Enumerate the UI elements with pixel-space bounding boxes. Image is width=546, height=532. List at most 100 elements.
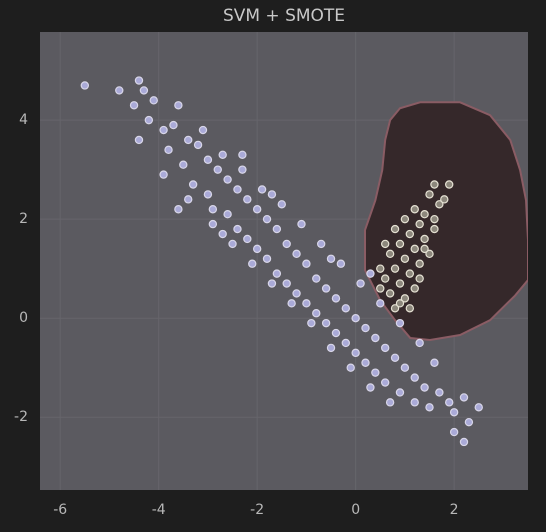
x-tick-label: -4 <box>152 502 166 518</box>
point <box>159 125 168 135</box>
point <box>134 135 144 145</box>
point <box>203 190 213 199</box>
point <box>238 165 247 174</box>
point <box>435 388 444 397</box>
point <box>356 279 365 288</box>
point <box>262 214 272 224</box>
point <box>321 284 331 293</box>
point <box>361 358 370 367</box>
point <box>400 294 410 303</box>
point <box>341 304 351 313</box>
point <box>400 254 410 263</box>
point <box>223 210 232 219</box>
point <box>292 289 301 298</box>
point <box>405 229 415 239</box>
point <box>415 338 424 348</box>
point <box>248 259 257 268</box>
point <box>307 318 316 328</box>
point <box>267 279 277 288</box>
plot-layer <box>40 32 528 490</box>
point <box>395 239 405 249</box>
point <box>302 259 311 268</box>
point <box>351 313 360 323</box>
point <box>464 417 474 427</box>
point <box>400 214 410 224</box>
point <box>233 185 242 194</box>
point <box>395 279 405 288</box>
point <box>415 274 424 283</box>
y-tick-label: 4 <box>19 112 28 128</box>
y-tick-label: 2 <box>19 211 28 227</box>
x-tick-label: 2 <box>450 502 459 518</box>
point <box>435 200 444 209</box>
x-tick-label: 0 <box>351 502 360 518</box>
point <box>346 363 355 372</box>
point <box>282 279 291 288</box>
point <box>390 304 400 313</box>
point <box>144 115 154 125</box>
point <box>410 284 419 293</box>
point <box>312 309 321 318</box>
point <box>331 294 341 303</box>
point <box>238 150 247 159</box>
point <box>361 323 370 333</box>
point <box>277 200 286 209</box>
point <box>474 403 483 412</box>
point <box>115 86 124 95</box>
point <box>159 170 168 179</box>
point <box>420 210 429 219</box>
point <box>380 378 390 387</box>
x-tick-label: -2 <box>250 502 264 518</box>
point <box>198 125 208 135</box>
point <box>430 214 439 224</box>
point <box>208 205 218 214</box>
point <box>188 180 198 189</box>
point <box>366 383 375 392</box>
point <box>179 160 188 169</box>
point <box>164 145 173 155</box>
point <box>390 353 400 362</box>
point <box>213 165 222 174</box>
point <box>390 224 400 234</box>
point <box>243 195 252 204</box>
point <box>376 284 385 293</box>
point <box>380 343 390 353</box>
point <box>129 101 139 110</box>
point <box>400 363 410 372</box>
point <box>193 140 203 150</box>
point <box>208 219 218 229</box>
point <box>336 259 346 268</box>
point <box>445 398 454 407</box>
point <box>321 318 331 328</box>
point <box>376 264 385 273</box>
point <box>134 76 144 85</box>
point <box>395 318 405 328</box>
x-tick-label: -6 <box>53 502 67 518</box>
point <box>390 264 400 273</box>
chart-title: SVM + SMOTE <box>223 6 345 26</box>
point <box>449 427 459 437</box>
point <box>297 219 306 229</box>
point <box>243 234 252 244</box>
point <box>351 348 360 358</box>
point <box>395 299 405 308</box>
point <box>341 338 351 348</box>
point <box>425 190 434 199</box>
point <box>420 383 429 392</box>
point <box>430 358 439 367</box>
point <box>184 135 193 145</box>
point <box>410 205 419 214</box>
point <box>410 244 419 254</box>
point <box>272 269 282 278</box>
point <box>174 205 183 214</box>
point <box>267 190 277 199</box>
y-tick-label: 0 <box>19 310 28 326</box>
point <box>139 86 149 95</box>
point <box>430 224 439 234</box>
point <box>174 101 183 110</box>
point <box>282 239 291 249</box>
point <box>459 393 469 402</box>
point <box>405 269 415 278</box>
point <box>169 120 178 130</box>
